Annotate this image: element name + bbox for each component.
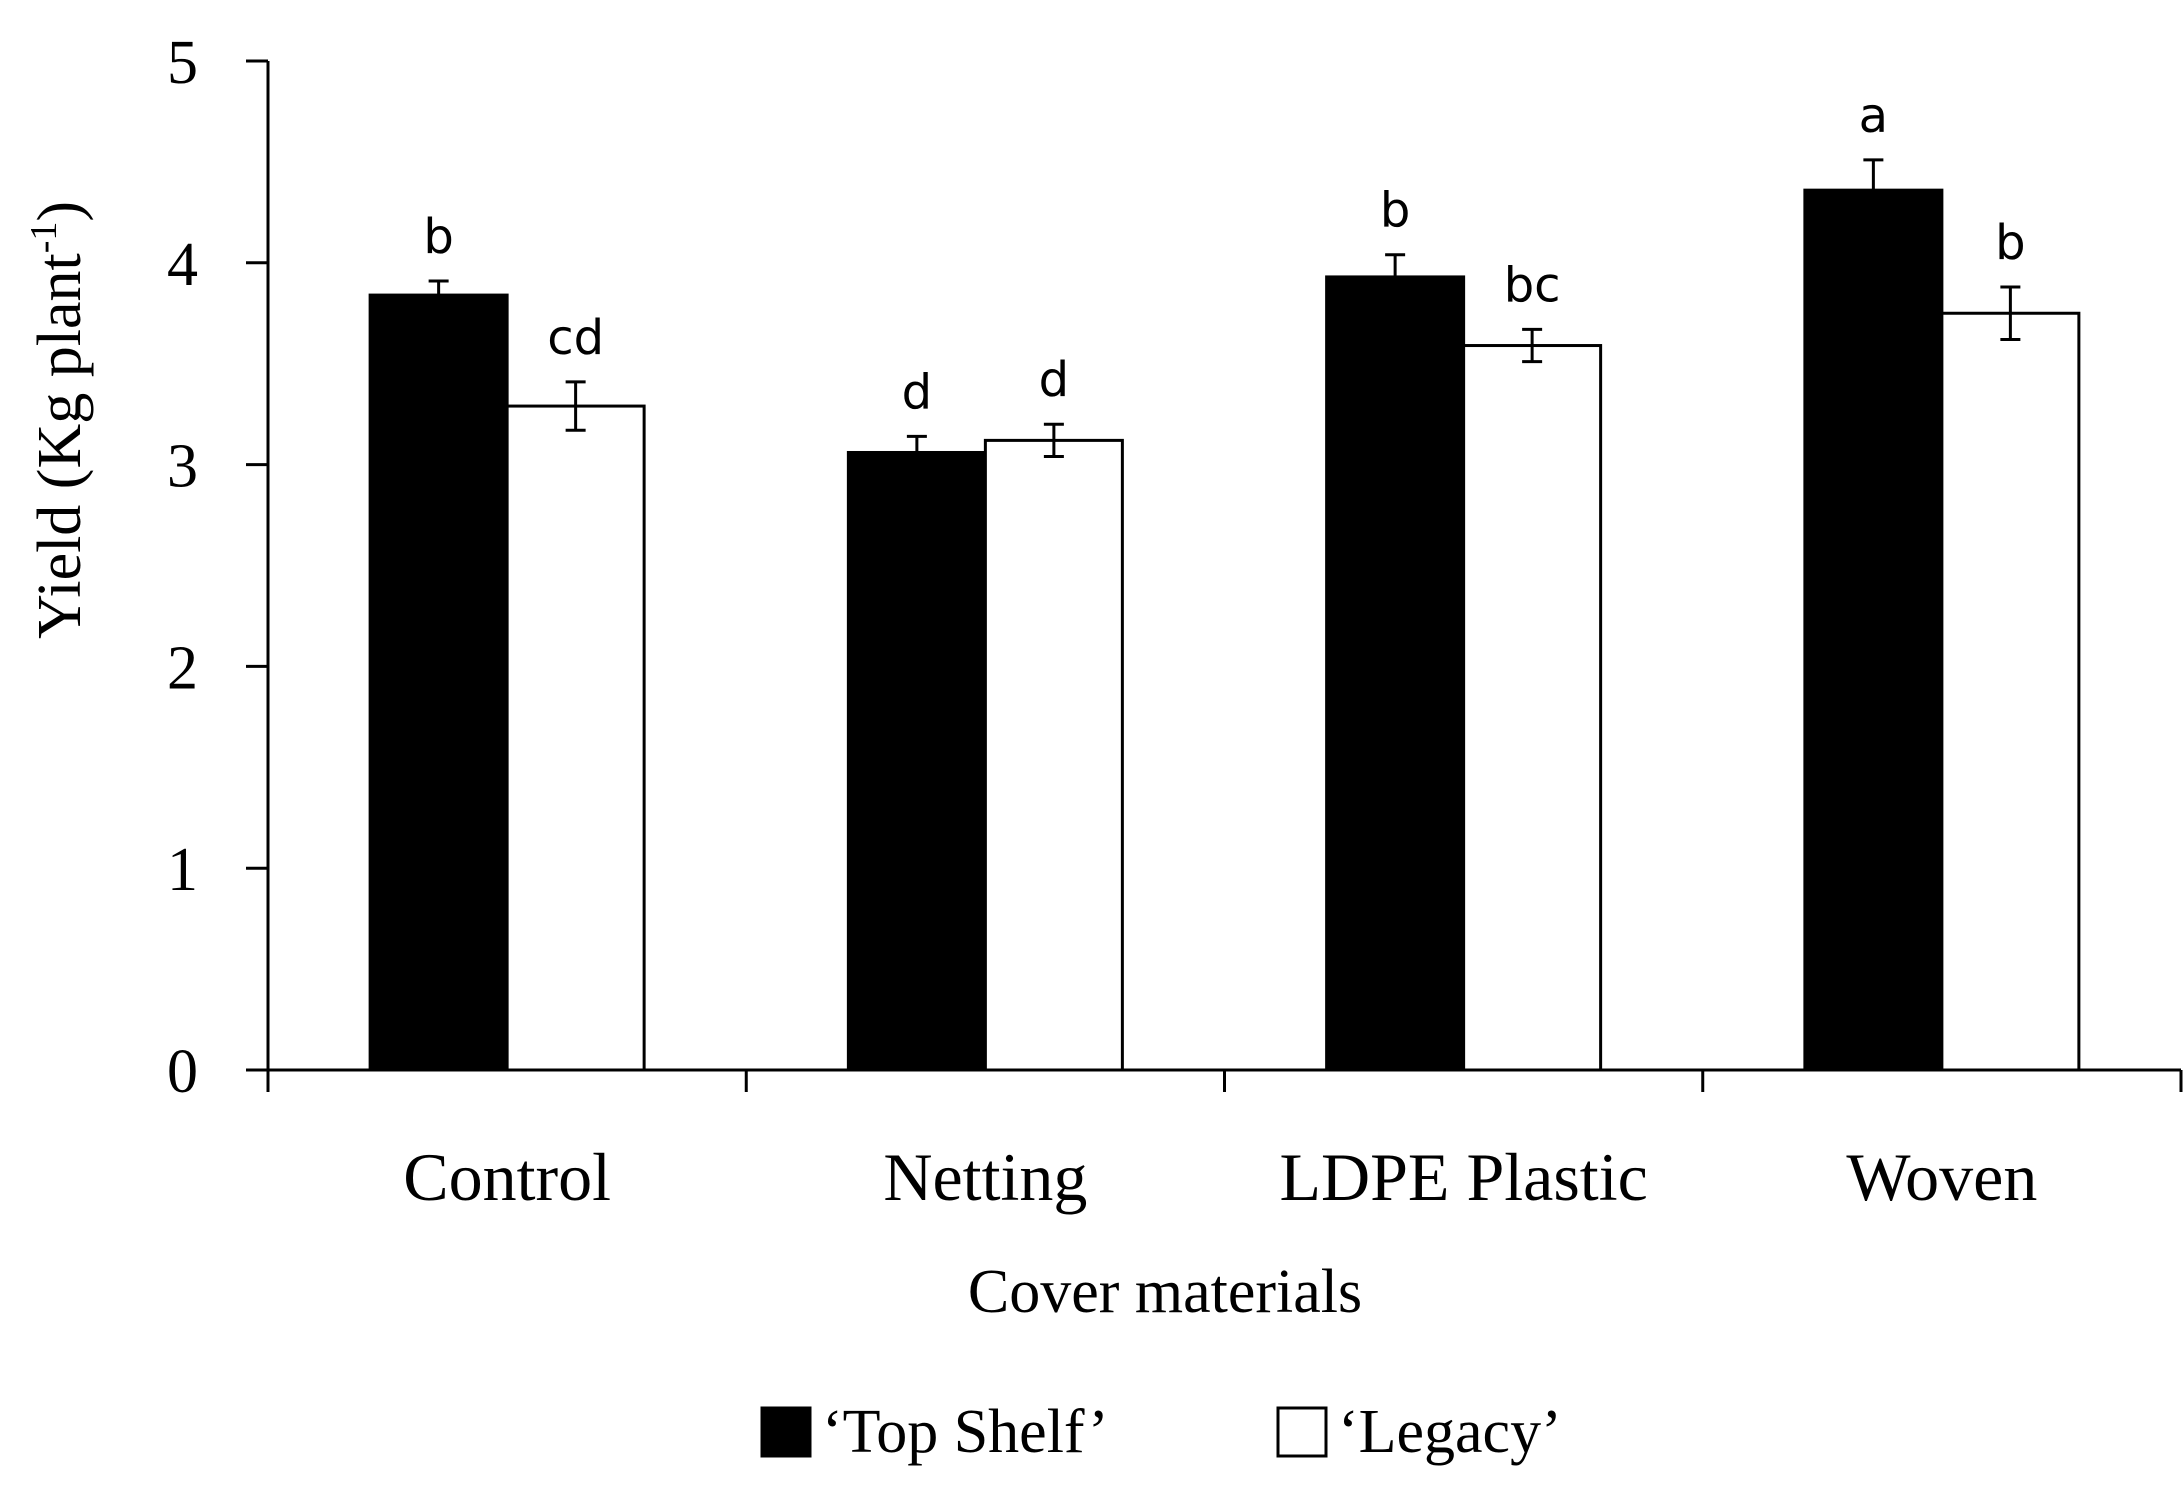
legend-swatch-top-shelf [760,1406,812,1458]
y-axis-label-superscript: -1 [23,222,65,254]
significance-letter: a [1859,88,1888,144]
significance-letter: d [1039,352,1069,408]
y-axis-ticks: 0 1 2 3 4 5 [167,29,268,1106]
x-axis-ticks [266,1070,2183,1092]
significance-letter: b [1380,183,1410,239]
category-label: Netting [883,1139,1087,1215]
y-tick-label: 2 [167,634,198,702]
y-tick-label: 3 [167,433,198,501]
x-axis-label: Cover materials [968,1258,1362,1326]
y-tick-label: 0 [167,1038,198,1106]
category-labels: Control Netting LDPE Plastic Woven [403,1139,2037,1215]
bar-top-shelf [1803,188,1944,1072]
significance-letter: d [902,364,932,420]
bar-top-shelf [368,293,509,1072]
legend-swatch-legacy [1276,1406,1328,1458]
y-tick-label: 4 [167,231,198,299]
significance-letter: cd [547,310,604,366]
category-label: LDPE Plastic [1279,1139,1647,1215]
legend: ‘Top Shelf’ ‘Legacy’ [760,1398,1562,1466]
significance-letter: b [423,209,453,265]
y-axis-label-close: ) [26,201,94,222]
bar-top-shelf [846,450,987,1072]
svg-text:Yield (Kg plant-1): Yield (Kg plant-1) [23,201,94,639]
bar-top-shelf [1325,275,1466,1072]
bar-legacy [1462,344,1603,1072]
bar-legacy [983,438,1124,1072]
legend-label: ‘Top Shelf’ [822,1398,1109,1466]
y-axis-label: Yield (Kg plant-1) [23,201,94,639]
legend-label: ‘Legacy’ [1338,1398,1562,1466]
category-label: Woven [1846,1139,2037,1215]
y-tick-label: 5 [167,29,198,97]
bar-series [368,188,2081,1072]
category-label: Control [403,1139,611,1215]
y-axis-label-main: Yield (Kg plant [26,253,94,639]
significance-letter: b [1995,215,2025,271]
significance-letter: bc [1504,257,1561,313]
bar-legacy [1940,311,2081,1072]
significance-letters: b cd d d b bc a b [423,88,2025,420]
y-tick-label: 1 [167,836,198,904]
bar-legacy [505,404,646,1072]
error-bars [428,158,2021,471]
